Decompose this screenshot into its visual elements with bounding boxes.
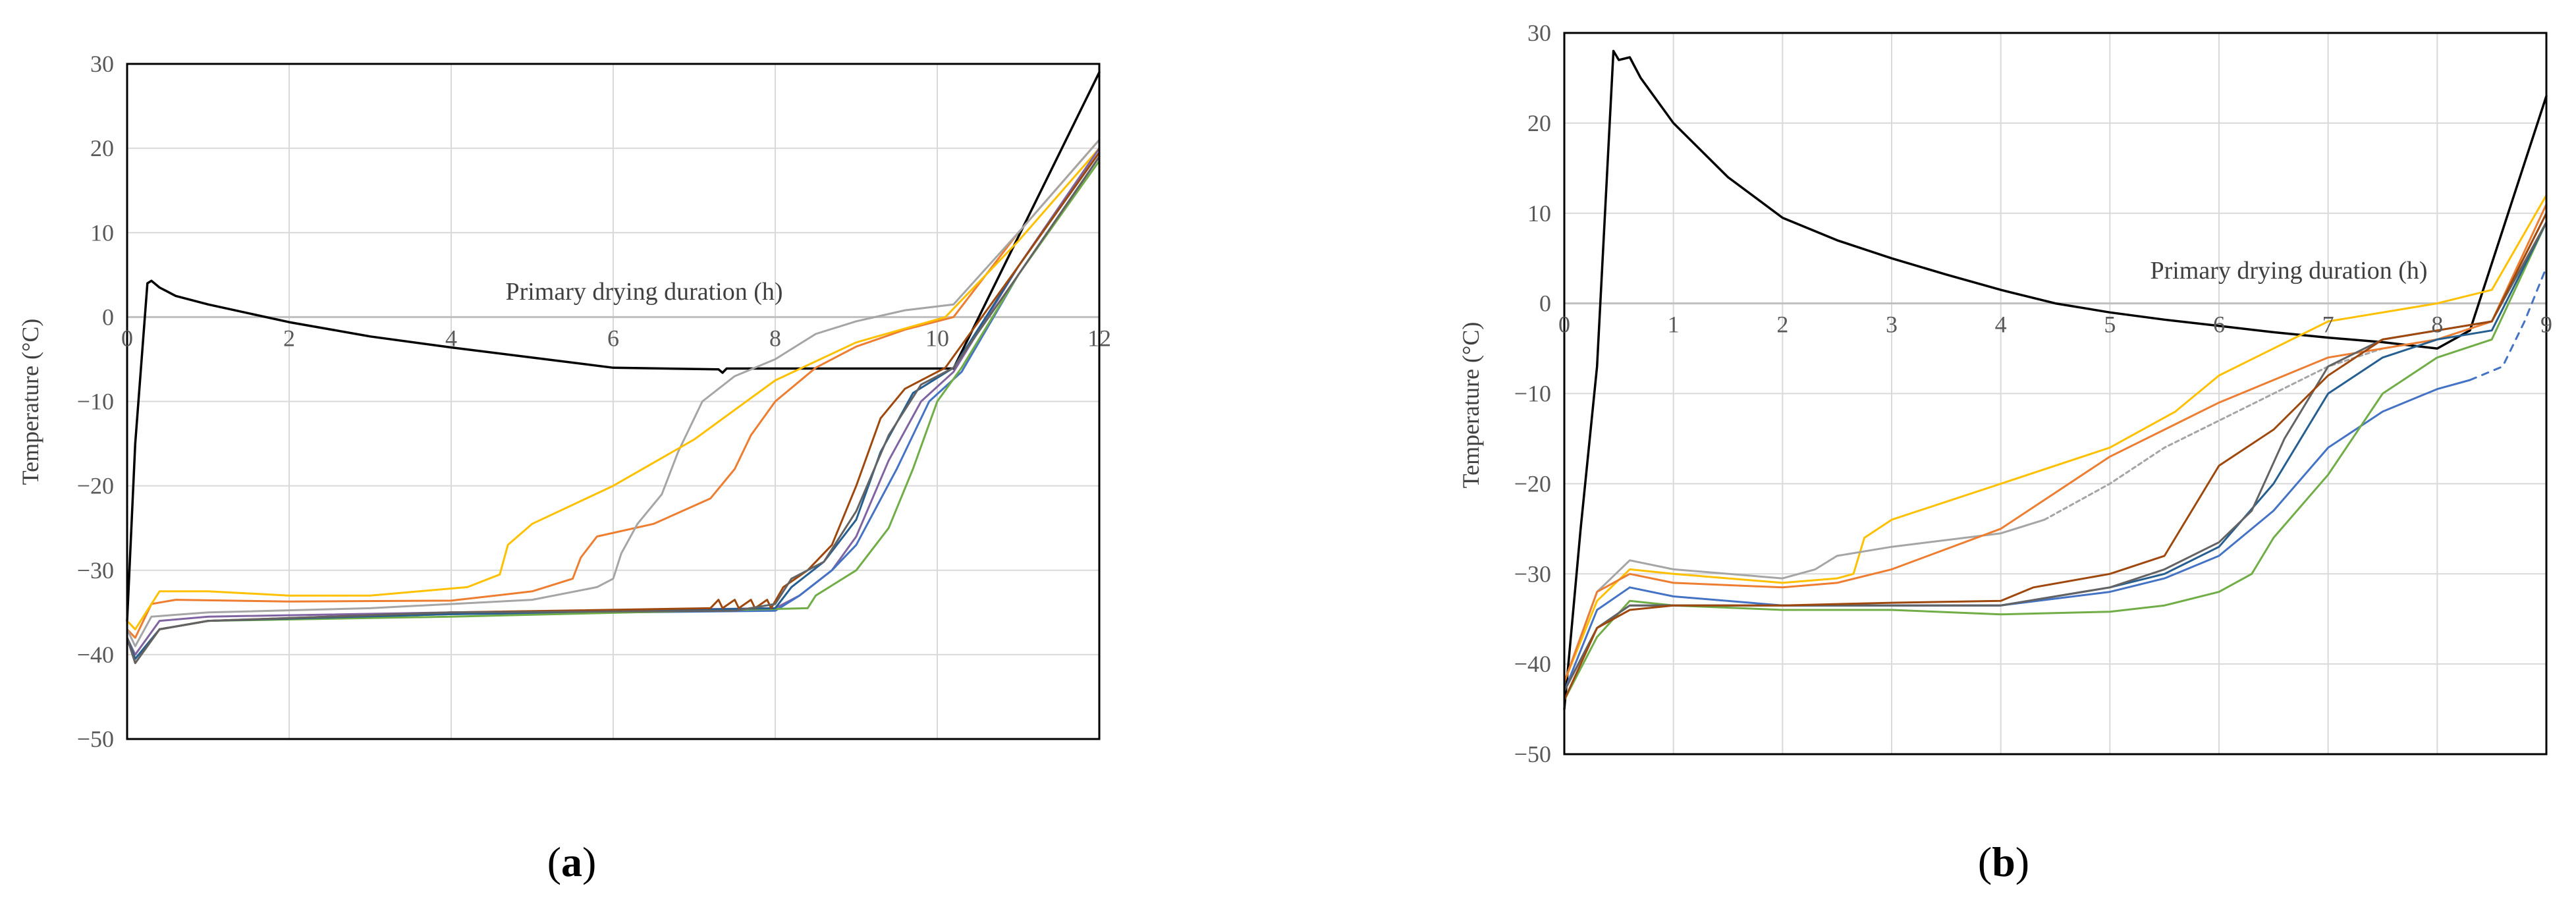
x-tick-label: 4 <box>1995 312 2007 338</box>
chart-a-plot-border <box>126 63 1101 740</box>
x-tick-label: 7 <box>2322 312 2334 338</box>
y-tick-label: 30 <box>90 51 114 77</box>
chart-a-x-tick-labels: 0 2 4 6 8 10 12 <box>121 325 1111 351</box>
chart-a-y-tick-labels: 30 20 10 0 −10 −20 −30 −40 −50 <box>77 51 114 752</box>
series-darkgray <box>1563 221 2548 692</box>
y-tick-label: −20 <box>77 473 114 499</box>
chart-b-y-tick-labels: 30 20 10 0 −10 −20 −30 −40 −50 <box>1514 20 1551 767</box>
chart-b-panel-close: ) <box>2015 838 2029 885</box>
y-tick-label: 20 <box>1527 110 1551 136</box>
y-tick-label: 10 <box>90 219 114 246</box>
x-tick-label: 4 <box>445 325 457 351</box>
chart-panel-a: 0 2 4 6 8 10 12 30 20 10 0 −10 −20 −30 −40 −50 Tempera… <box>17 51 1111 885</box>
series-gray <box>1563 518 2046 683</box>
y-tick-label: 10 <box>1527 200 1551 227</box>
chart-b-gridlines <box>1564 32 2547 755</box>
x-tick-label: 0 <box>121 325 133 351</box>
y-tick-label: −30 <box>77 557 114 584</box>
chart-b-plot-border <box>1563 32 2548 755</box>
chart-panel-b: 0 1 2 3 4 5 6 7 8 9 30 20 10 0 −10 −20 −30 −40 −50 Temper… <box>1458 20 2552 885</box>
chart-b-panel-letter: b <box>1992 838 2015 885</box>
x-tick-label: 12 <box>1087 325 1111 351</box>
chart-a-gridlines <box>126 63 1100 740</box>
series-orange <box>126 138 1101 639</box>
y-tick-label: −50 <box>77 726 114 752</box>
x-tick-label: 1 <box>1668 312 1680 338</box>
series-orange <box>1563 203 2548 683</box>
chart-b-series <box>1563 49 2548 711</box>
chart-a-panel-label: (a) <box>547 838 597 885</box>
series-shelf <box>126 71 1101 622</box>
chart-b-x-tick-labels: 0 1 2 3 4 5 6 7 8 9 <box>1558 312 2552 338</box>
y-tick-label: −10 <box>77 389 114 415</box>
chart-a-series <box>126 71 1101 665</box>
x-tick-label: 0 <box>1558 312 1570 338</box>
chart-a-panel-letter: a <box>561 838 582 885</box>
y-tick-label: −10 <box>1514 381 1551 407</box>
x-tick-label: 10 <box>925 325 949 351</box>
x-tick-label: 2 <box>283 325 295 351</box>
chart-a-y-axis-label: Temperature (°C) <box>17 319 43 485</box>
y-tick-label: 0 <box>1539 290 1551 317</box>
series-brown <box>1563 212 2548 701</box>
x-tick-label: 2 <box>1776 312 1788 338</box>
x-tick-label: 6 <box>2213 312 2225 338</box>
x-tick-label: 8 <box>769 325 781 351</box>
series-gray <box>126 138 1101 647</box>
series-darkgray <box>126 155 1101 665</box>
series-blue <box>1563 379 2471 692</box>
y-tick-label: −40 <box>77 642 114 668</box>
series-darkblue <box>1563 221 2548 692</box>
chart-a-panel-close: ) <box>582 838 596 885</box>
chart-b-y-axis-label: Temperature (°C) <box>1458 322 1484 489</box>
chart-a-annotation: Primary drying duration (h) <box>505 278 782 306</box>
x-tick-label: 5 <box>2104 312 2116 338</box>
x-tick-label: 8 <box>2431 312 2443 338</box>
x-tick-label: 6 <box>607 325 619 351</box>
chart-b-annotation: Primary drying duration (h) <box>2150 257 2427 285</box>
y-tick-label: −20 <box>1514 470 1551 497</box>
y-tick-label: 30 <box>1527 20 1551 46</box>
series-green <box>1563 221 2548 701</box>
y-tick-label: −40 <box>1514 651 1551 677</box>
y-tick-label: −50 <box>1514 741 1551 767</box>
y-tick-label: 20 <box>90 135 114 161</box>
series-shelf <box>1563 49 2548 711</box>
chart-a-panel-open: ( <box>547 838 561 885</box>
y-tick-label: −30 <box>1514 561 1551 587</box>
x-tick-label: 9 <box>2540 312 2552 338</box>
y-tick-label: 0 <box>102 304 114 330</box>
x-tick-label: 3 <box>1886 312 1898 338</box>
chart-b-panel-label: (b) <box>1978 838 2029 885</box>
series-blue-dashed <box>2469 266 2548 381</box>
chart-b-panel-open: ( <box>1978 838 1992 885</box>
series-yellow <box>126 147 1101 630</box>
series-yellow <box>1563 194 2548 683</box>
